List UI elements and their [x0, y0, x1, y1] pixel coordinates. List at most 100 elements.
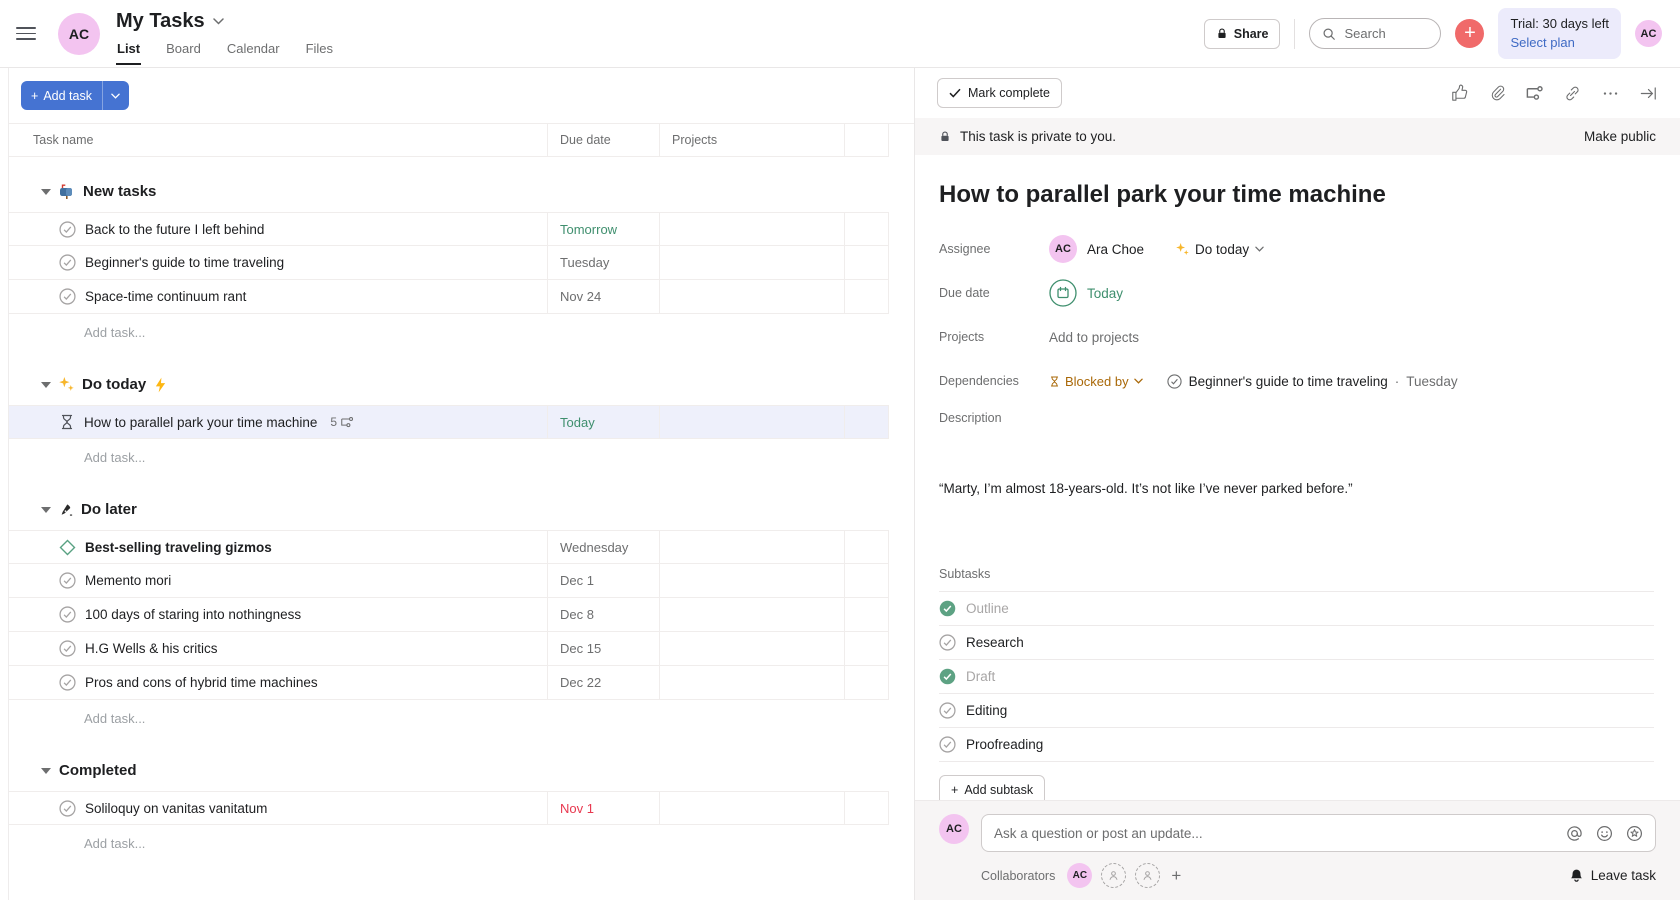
add-task-button[interactable]: + Add task [21, 81, 129, 110]
task-row-selected[interactable]: How to parallel park your time machine 5… [9, 405, 889, 439]
add-task-row[interactable]: Add task... [84, 710, 146, 726]
task-projects[interactable] [659, 792, 844, 824]
search-input[interactable]: Search [1309, 18, 1442, 49]
calendar-icon[interactable] [1049, 279, 1077, 307]
check-circle-icon[interactable] [939, 702, 956, 719]
collapse-pane-icon[interactable] [1639, 84, 1658, 103]
add-collaborator-placeholder-icon[interactable] [1101, 863, 1127, 888]
section-collapse-icon[interactable] [41, 506, 51, 513]
task-projects[interactable] [659, 406, 844, 438]
section-collapse-icon[interactable] [41, 381, 51, 388]
tab-files[interactable]: Files [305, 40, 334, 56]
trial-badge[interactable]: Trial: 30 days left Select plan [1498, 7, 1621, 60]
user-avatar[interactable]: AC [1635, 20, 1662, 47]
add-task-row[interactable]: Add task... [84, 835, 146, 851]
task-projects[interactable] [659, 246, 844, 279]
due-date-value[interactable]: Today [1087, 285, 1124, 301]
dependency-task-link[interactable]: Beginner's guide to time traveling · Tue… [1166, 374, 1458, 389]
emoji-icon[interactable] [1596, 825, 1613, 842]
create-button[interactable]: + [1455, 19, 1485, 48]
task-projects[interactable] [659, 564, 844, 597]
task-due-date[interactable]: Tomorrow [547, 213, 659, 245]
blocked-by-dropdown[interactable]: Blocked by [1049, 374, 1143, 389]
comment-input[interactable] [994, 825, 1553, 841]
task-due-date[interactable]: Dec 22 [547, 666, 659, 699]
task-due-date[interactable]: Today [547, 406, 659, 438]
more-options-icon[interactable] [1601, 84, 1620, 103]
make-public-button[interactable]: Make public [1583, 129, 1656, 144]
check-circle-done-icon[interactable] [939, 600, 956, 617]
milestone-diamond-icon[interactable] [59, 539, 76, 556]
subtask-row[interactable]: Editing [939, 694, 1654, 729]
select-plan-link[interactable]: Select plan [1510, 34, 1575, 50]
task-row[interactable]: Back to the future I left behind Tomorro… [9, 212, 889, 246]
title-chevron-down-icon[interactable] [212, 17, 224, 25]
column-task-name[interactable]: Task name [33, 133, 94, 147]
add-task-row[interactable]: Add task... [84, 324, 146, 340]
task-due-date[interactable]: Dec 8 [547, 598, 659, 631]
check-circle-icon[interactable] [939, 736, 956, 753]
assignee-avatar[interactable]: AC [1049, 235, 1077, 263]
task-due-date[interactable]: Dec 15 [547, 632, 659, 665]
task-due-date[interactable]: Dec 1 [547, 564, 659, 597]
column-projects[interactable]: Projects [659, 124, 844, 156]
subtask-icon[interactable] [1525, 85, 1544, 102]
task-row[interactable]: 100 days of staring into nothingness Dec… [9, 598, 889, 632]
check-circle-icon[interactable] [59, 572, 76, 589]
sidebar-toggle-icon[interactable] [16, 26, 36, 41]
task-row[interactable]: Memento mori Dec 1 [9, 564, 889, 598]
task-row[interactable]: Space-time continuum rant Nov 24 [9, 280, 889, 314]
section-title[interactable]: Do later [81, 501, 137, 518]
appreciation-icon[interactable] [1626, 825, 1643, 842]
task-due-date[interactable]: Tuesday [547, 246, 659, 279]
assignee-name[interactable]: Ara Choe [1087, 241, 1145, 257]
task-projects[interactable] [659, 531, 844, 563]
like-icon[interactable] [1450, 84, 1469, 103]
task-projects[interactable] [659, 666, 844, 699]
check-circle-icon[interactable] [59, 254, 76, 271]
task-row[interactable]: Pros and cons of hybrid time machines De… [9, 666, 889, 700]
subtask-row[interactable]: Draft [939, 660, 1654, 695]
subtask-row[interactable]: Research [939, 626, 1654, 661]
add-collaborator-button[interactable]: + [1171, 865, 1182, 885]
leave-task-button[interactable]: Leave task [1569, 868, 1656, 884]
check-circle-icon[interactable] [59, 220, 76, 238]
check-circle-icon[interactable] [59, 674, 76, 691]
check-circle-icon[interactable] [939, 634, 956, 651]
collaborator-avatar[interactable]: AC [1067, 863, 1093, 888]
tab-calendar[interactable]: Calendar [226, 40, 280, 56]
section-title[interactable]: Completed [59, 762, 137, 779]
task-row[interactable]: Soliloquy on vanitas vanitatum Nov 1 [9, 791, 889, 825]
column-due-date[interactable]: Due date [547, 124, 659, 156]
attach-icon[interactable] [1488, 84, 1506, 103]
subtask-row[interactable]: Outline [939, 592, 1654, 627]
task-row[interactable]: H.G Wells & his critics Dec 15 [9, 632, 889, 666]
share-button[interactable]: Share [1203, 18, 1281, 49]
add-collaborator-placeholder-icon[interactable] [1135, 863, 1161, 888]
check-circle-done-icon[interactable] [939, 668, 956, 685]
add-subtask-button[interactable]: + Add subtask [939, 775, 1046, 800]
section-title[interactable]: Do today [82, 376, 147, 393]
add-to-projects-button[interactable]: Add to projects [1049, 329, 1140, 345]
task-due-date[interactable]: Nov 24 [547, 280, 659, 313]
tab-list[interactable]: List [116, 39, 141, 65]
task-due-date[interactable]: Wednesday [547, 531, 659, 563]
check-circle-icon[interactable] [59, 640, 76, 657]
description-text[interactable]: “Marty, I’m almost 18-years-old. It’s no… [939, 481, 1353, 496]
link-icon[interactable] [1563, 84, 1582, 103]
check-circle-icon[interactable] [59, 799, 76, 817]
mention-icon[interactable] [1566, 825, 1583, 842]
section-title[interactable]: New tasks [83, 183, 157, 200]
task-projects[interactable] [659, 213, 844, 245]
section-collapse-icon[interactable] [41, 188, 51, 195]
mark-complete-button[interactable]: Mark complete [937, 78, 1062, 108]
check-circle-icon[interactable] [59, 288, 76, 305]
tab-board[interactable]: Board [166, 40, 201, 56]
task-row[interactable]: Best-selling traveling gizmos Wednesday [9, 530, 889, 564]
add-task-dropdown-icon[interactable] [103, 81, 129, 110]
task-row[interactable]: Beginner's guide to time traveling Tuesd… [9, 246, 889, 280]
assignee-section-dropdown[interactable]: Do today [1176, 242, 1264, 257]
add-task-row[interactable]: Add task... [84, 449, 146, 465]
check-circle-icon[interactable] [59, 606, 76, 623]
hourglass-icon[interactable] [59, 414, 75, 430]
